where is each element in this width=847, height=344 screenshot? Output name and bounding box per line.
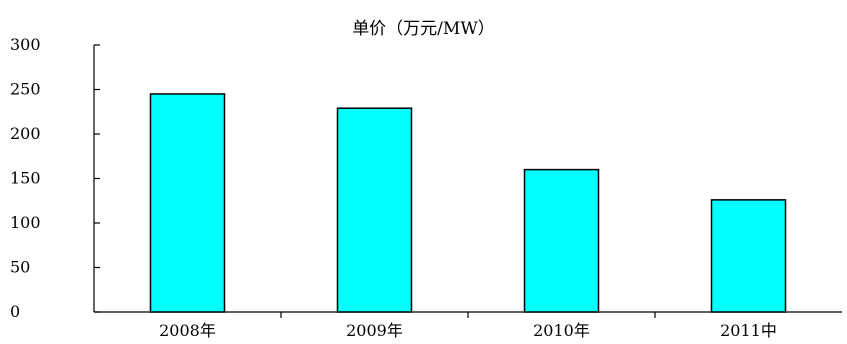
labels: 0 50 100 150 200 250 300 2008年 2009年 2010年 2011中 (10, 35, 777, 340)
bar-1 (336, 107, 413, 313)
bar-3 (710, 199, 787, 313)
chart-title: 单价（万元/MW） (352, 19, 495, 39)
bar-0 (149, 93, 226, 313)
bar-2 (523, 168, 600, 313)
y-tick-label: 100 (10, 213, 41, 232)
y-tick-label: 150 (10, 169, 41, 188)
y-tick-label: 250 (10, 80, 41, 99)
x-tick-label: 2010年 (533, 321, 590, 340)
bars (149, 93, 787, 313)
x-tick-label: 2008年 (159, 321, 216, 340)
y-tick-label: 200 (10, 124, 41, 143)
y-tick-label: 0 (10, 302, 20, 321)
x-tick-label: 2009年 (346, 321, 403, 340)
y-tick-label: 50 (10, 258, 30, 277)
x-tick-label: 2011中 (720, 321, 777, 340)
y-tick-label: 300 (10, 35, 41, 54)
